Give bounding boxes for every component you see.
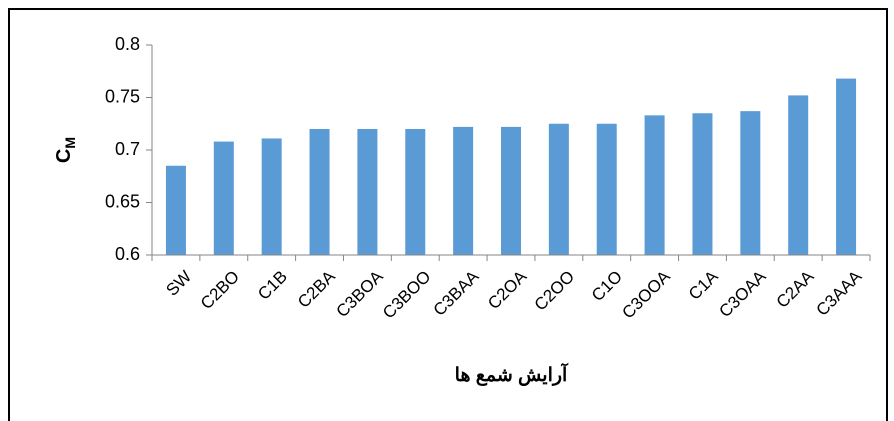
bar [453, 126, 474, 256]
bar [788, 95, 809, 256]
x-axis-label: آرایش شمع ها [455, 362, 569, 386]
bar [596, 123, 617, 255]
y-tick-label: 0.75 [105, 86, 140, 106]
bar [213, 141, 234, 255]
bar [836, 78, 857, 255]
bar [740, 111, 761, 256]
bar [644, 115, 665, 255]
bar [309, 129, 330, 255]
bar [357, 129, 378, 255]
y-axis-label-sub: M [62, 137, 78, 149]
bar [405, 129, 426, 255]
y-tick-label: 0.65 [105, 191, 140, 211]
bar [692, 113, 713, 255]
y-tick-label: 0.8 [115, 34, 140, 54]
y-axis-label: CM [53, 137, 78, 163]
bar [261, 138, 282, 255]
y-tick-label: 0.7 [115, 139, 140, 159]
bar [501, 126, 521, 256]
bar [548, 123, 569, 255]
y-axis-label-main: C [53, 149, 75, 163]
bar [165, 165, 186, 255]
y-tick-label: 0.6 [115, 244, 140, 264]
